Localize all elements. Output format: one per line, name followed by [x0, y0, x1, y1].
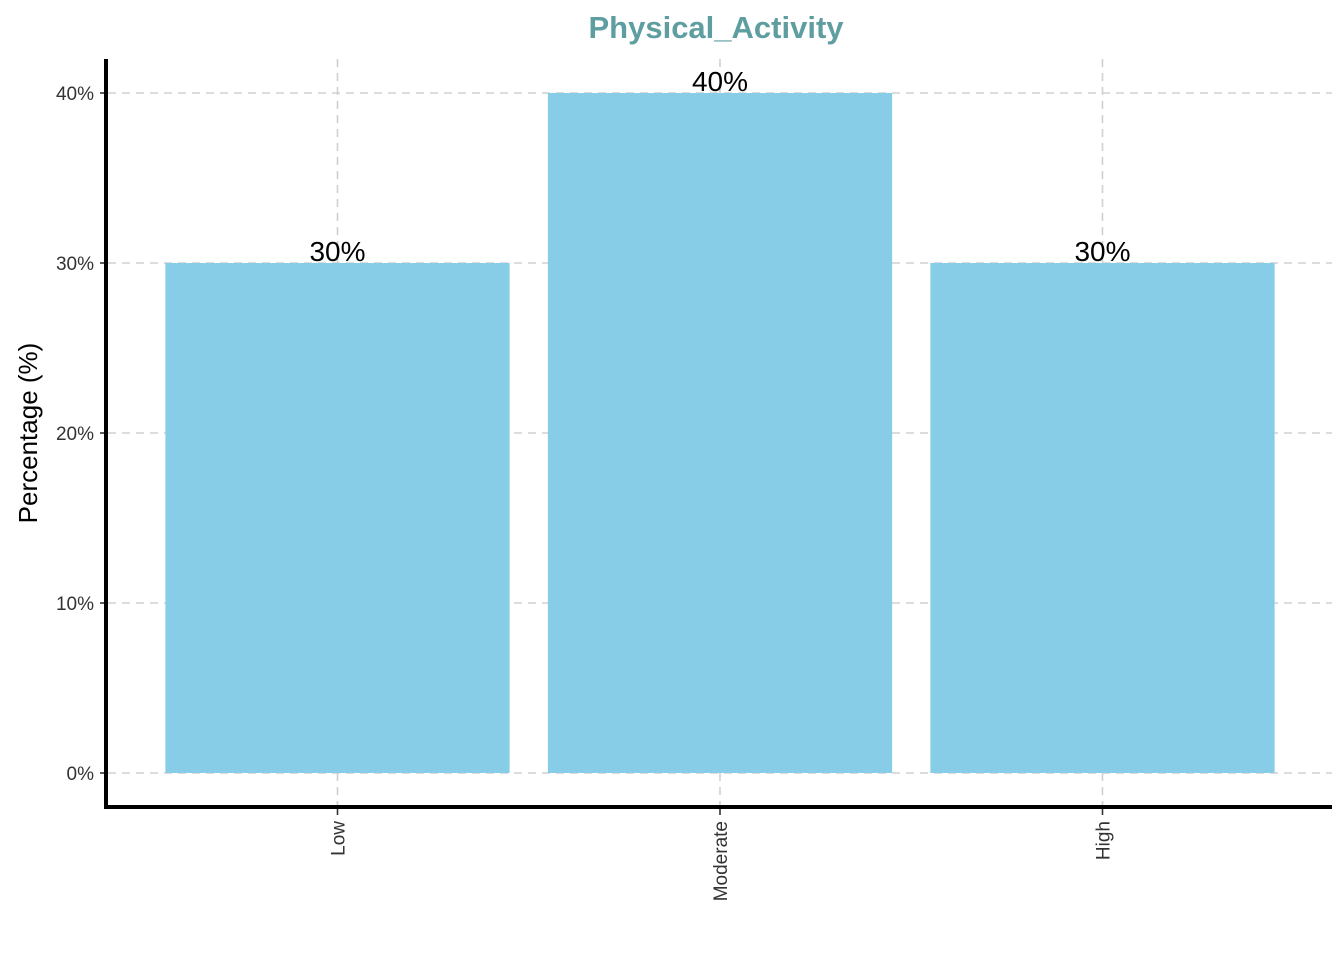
chart-title: Physical_Activity: [588, 10, 844, 45]
bar-moderate: [547, 93, 893, 773]
y-tick-label: 20%: [56, 424, 94, 445]
bar-value-label: 30%: [309, 236, 365, 267]
x-tick-label: High: [1094, 821, 1115, 860]
bar-high: [930, 263, 1275, 773]
y-tick-label: 30%: [56, 254, 94, 275]
x-tick-label: Moderate: [711, 821, 732, 901]
bar-value-label: 30%: [1074, 236, 1130, 267]
y-tick-label: 0%: [67, 764, 95, 785]
labels-layer: 0% 10% 20% 30% 40% Low Moderate High 30% 40% 30%: [56, 66, 1131, 901]
y-tick-label: 40%: [56, 84, 94, 105]
bar-value-label: 40%: [692, 66, 748, 97]
y-tick-label: 10%: [56, 594, 94, 615]
axes-layer: [100, 59, 1332, 815]
y-axis-title: Percentage (%): [13, 343, 43, 524]
bar-low: [165, 263, 510, 773]
bars-layer: [165, 93, 1275, 773]
x-tick-label: Low: [329, 821, 350, 856]
